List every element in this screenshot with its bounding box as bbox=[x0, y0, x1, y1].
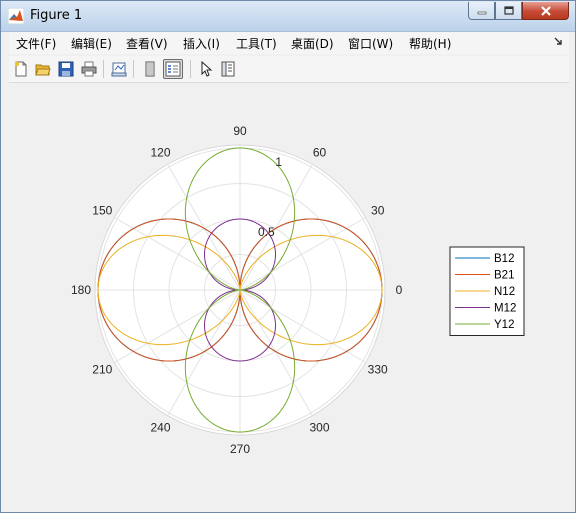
legend-label: Y12 bbox=[494, 319, 514, 331]
theta-tick-label: 270 bbox=[230, 442, 250, 456]
series-line-y12 bbox=[184, 147, 296, 433]
theta-tick-label: 120 bbox=[150, 145, 170, 159]
menu-file[interactable]: 文件(F) bbox=[16, 37, 57, 51]
r-tick-label: 1 bbox=[275, 155, 282, 169]
theta-tick-label: 300 bbox=[309, 421, 329, 435]
theta-grid-line bbox=[167, 289, 241, 416]
menu-help[interactable]: 帮助(H) bbox=[409, 37, 452, 51]
save-icon bbox=[58, 61, 74, 77]
window-controls bbox=[468, 2, 569, 21]
figure-canvas[interactable]: 0 30 60 90 120 150 180 210 240 270 300 330 0.5 1 B12 B… bbox=[9, 83, 569, 505]
menu-bar: 文件(F) 编辑(E) 查看(V) 插入(I) 工具(T) 桌面(D) 窗口(W… bbox=[9, 32, 569, 54]
theta-grid-line bbox=[239, 289, 313, 416]
theta-tick-label: 60 bbox=[313, 145, 327, 159]
title-bar[interactable]: Figure 1 bbox=[1, 1, 575, 32]
theta-grid-line bbox=[114, 217, 241, 291]
insert-legend-button[interactable] bbox=[163, 59, 183, 79]
maximize-button[interactable] bbox=[495, 2, 522, 20]
legend: B12 B21 N12 M12 Y12 bbox=[449, 246, 525, 336]
link-plot-button[interactable] bbox=[109, 59, 129, 79]
matlab-logo-icon bbox=[8, 8, 24, 24]
property-inspector-icon bbox=[221, 61, 235, 77]
insert-colorbar-button[interactable] bbox=[140, 59, 160, 79]
theta-tick-label: 90 bbox=[233, 124, 247, 138]
print-icon bbox=[81, 61, 97, 77]
legend-label: B21 bbox=[494, 270, 514, 282]
toolbar-separator bbox=[103, 60, 104, 78]
new-figure-button[interactable] bbox=[11, 59, 31, 79]
link-plot-icon bbox=[111, 62, 127, 77]
menu-edit[interactable]: 编辑(E) bbox=[71, 37, 112, 51]
legend-icon bbox=[165, 61, 181, 77]
series-lines bbox=[97, 147, 383, 433]
menu-tools[interactable]: 工具(T) bbox=[236, 37, 277, 51]
toolbar-separator bbox=[190, 60, 191, 78]
toolbar bbox=[9, 56, 569, 83]
new-figure-icon bbox=[14, 61, 27, 77]
menu-window[interactable]: 窗口(W) bbox=[348, 37, 394, 51]
theta-grid-line bbox=[239, 164, 313, 291]
close-icon bbox=[540, 5, 551, 16]
legend-label: N12 bbox=[494, 286, 515, 298]
colorbar-icon bbox=[145, 61, 155, 77]
axis-labels: 0 30 60 90 120 150 180 210 240 270 300 330 0.5 1 bbox=[71, 124, 403, 456]
theta-tick-label: 150 bbox=[92, 204, 112, 218]
property-inspector-button[interactable] bbox=[218, 59, 238, 79]
menu-view[interactable]: 查看(V) bbox=[126, 37, 168, 51]
theta-tick-label: 210 bbox=[92, 363, 112, 377]
window-title: Figure 1 bbox=[30, 8, 83, 23]
theta-grid-line bbox=[239, 217, 366, 291]
legend-label: B12 bbox=[494, 253, 514, 265]
minimize-icon bbox=[477, 11, 486, 14]
theta-tick-label: 30 bbox=[371, 204, 385, 218]
theta-tick-label: 240 bbox=[150, 421, 170, 435]
theta-grid-line bbox=[239, 289, 366, 363]
open-file-icon bbox=[35, 64, 51, 76]
series-line-n12 bbox=[97, 234, 383, 346]
edit-plot-button[interactable] bbox=[196, 59, 216, 79]
save-button[interactable] bbox=[56, 59, 76, 79]
minimize-button[interactable] bbox=[468, 2, 495, 20]
theta-tick-label: 0 bbox=[396, 283, 403, 297]
menu-desktop[interactable]: 桌面(D) bbox=[291, 37, 334, 51]
menu-insert[interactable]: 插入(I) bbox=[183, 37, 220, 51]
open-file-button[interactable] bbox=[33, 59, 53, 79]
close-button[interactable] bbox=[522, 2, 569, 20]
r-tick-label: 0.5 bbox=[258, 225, 275, 239]
print-button[interactable] bbox=[79, 59, 99, 79]
theta-grid-line bbox=[114, 289, 241, 363]
dock-arrow-icon[interactable] bbox=[553, 36, 563, 46]
legend-label: M12 bbox=[494, 303, 516, 315]
theta-tick-label: 180 bbox=[71, 283, 91, 297]
maximize-icon bbox=[503, 5, 514, 15]
theta-grid-line bbox=[167, 164, 241, 291]
toolbar-separator bbox=[133, 60, 134, 78]
select-pointer-icon bbox=[201, 61, 213, 77]
theta-tick-label: 330 bbox=[368, 363, 388, 377]
